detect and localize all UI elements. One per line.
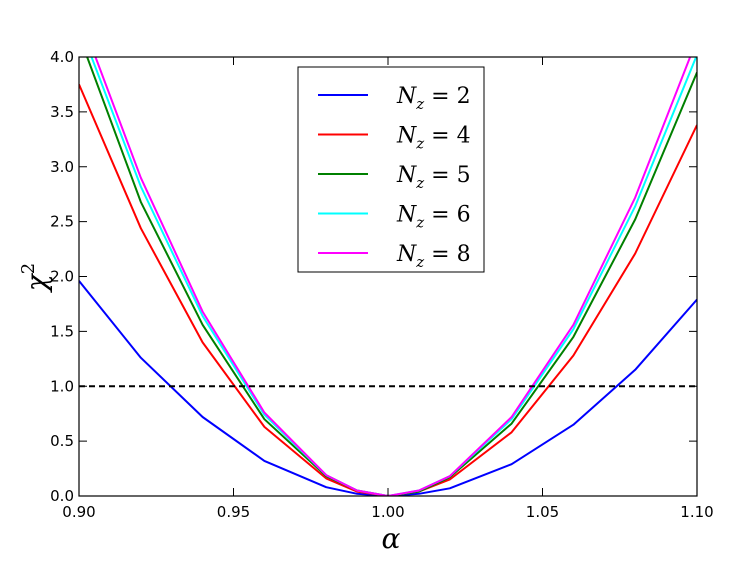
y-tick-label: 1.0 [50, 377, 74, 395]
y-axis-label-superscript: 2 [18, 263, 39, 274]
y-tick-label: 2.0 [50, 268, 74, 286]
x-tick-label: 1.10 [680, 503, 713, 521]
x-tick-label: 1.00 [371, 503, 404, 521]
legend-label-1: Nz = 4 [396, 124, 471, 153]
y-tick-label: 1.5 [50, 322, 74, 340]
x-tick-label: 1.05 [526, 503, 559, 521]
series-line-4 [94, 57, 692, 496]
series-line-1 [79, 84, 697, 496]
legend-label-3: Nz = 6 [396, 203, 471, 232]
legend: Nz = 2 Nz = 4 Nz = 5 Nz = 6 Nz = 8 [297, 66, 485, 273]
x-tick-label: 0.95 [217, 503, 250, 521]
legend-label-4: Nz = 8 [396, 242, 471, 271]
plot-frame [78, 56, 698, 497]
y-tick-label: 0.0 [50, 487, 74, 505]
series-layer [79, 57, 697, 496]
y-tick-label: 4.0 [50, 48, 74, 66]
y-tick-label: 2.5 [50, 213, 74, 231]
ticks-layer: 0.90 0.95 1.00 1.05 1.10 0.0 0.5 1.0 1.5 2.0 2.5 3.… [50, 48, 714, 521]
series-line-2 [86, 57, 697, 496]
y-tick-label: 3.0 [50, 158, 74, 176]
y-tick-label: 0.5 [50, 432, 74, 450]
series-line-0 [79, 280, 697, 496]
series-line-3 [90, 57, 697, 496]
x-tick-label: 0.90 [62, 503, 95, 521]
y-axis-label-group: χ2 [18, 263, 53, 293]
legend-label-2: Nz = 5 [396, 163, 471, 192]
legend-box [297, 66, 485, 273]
legend-label-0: Nz = 2 [396, 84, 471, 113]
y-tick-label: 3.5 [50, 103, 74, 121]
y-axis-label: χ [20, 272, 53, 293]
x-axis-label: α [382, 522, 401, 555]
svg-text:χ2: χ2 [18, 263, 53, 293]
